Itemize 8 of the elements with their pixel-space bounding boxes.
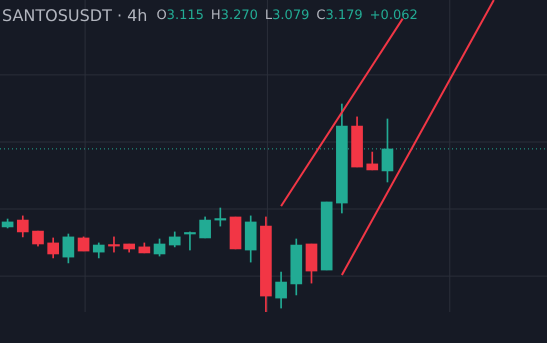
text: H3.270: [210, 8, 258, 23]
text: +0.062: [370, 8, 418, 23]
candlestick: [108, 236, 120, 252]
text: O3.115: [156, 8, 204, 23]
candlestick: [184, 232, 196, 250]
text: L3.079: [264, 8, 310, 23]
text: C3.179: [316, 8, 363, 23]
chart-title: SANTOSUSDT · 4h: [2, 6, 148, 25]
